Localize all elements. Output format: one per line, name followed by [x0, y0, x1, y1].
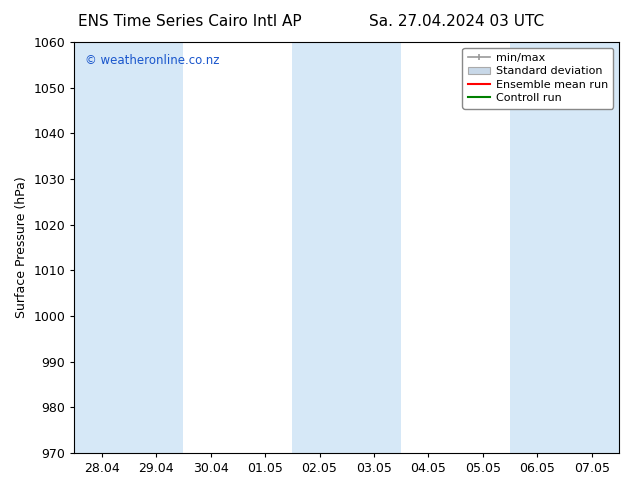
Bar [74, 42, 183, 453]
Bar [510, 42, 624, 453]
Text: ENS Time Series Cairo Intl AP: ENS Time Series Cairo Intl AP [79, 14, 302, 29]
Text: © weatheronline.co.nz: © weatheronline.co.nz [86, 54, 220, 68]
Text: Sa. 27.04.2024 03 UTC: Sa. 27.04.2024 03 UTC [369, 14, 544, 29]
Y-axis label: Surface Pressure (hPa): Surface Pressure (hPa) [15, 176, 28, 318]
Legend: min/max, Standard deviation, Ensemble mean run, Controll run: min/max, Standard deviation, Ensemble me… [462, 48, 614, 109]
Bar [292, 42, 401, 453]
